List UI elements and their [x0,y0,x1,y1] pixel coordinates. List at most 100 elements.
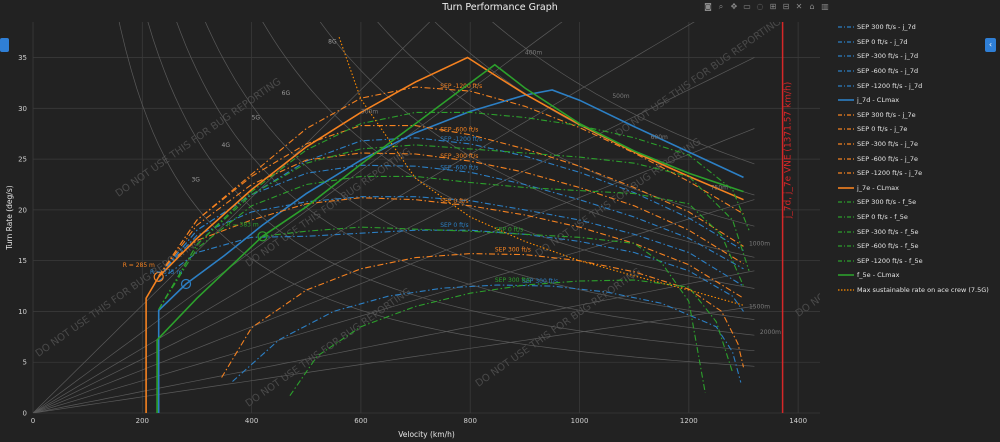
series-line [158,125,744,277]
x-axis-label: Velocity (km/h) [398,430,455,439]
marker-label: R = 375 m [150,269,182,276]
series-inline-label: SEP -1200 ft/s [440,136,482,143]
y-tick-label: 5 [23,359,27,367]
x-tick-label: 1200 [680,417,698,425]
series-line [289,279,734,397]
y-tick-label: 20 [18,206,27,214]
legend-item[interactable]: j_7d - CLmax [838,93,998,108]
legend-item[interactable]: SEP -300 ft/s - j_7d [838,49,998,64]
zoom-in-icon[interactable]: ⊞ [769,2,777,11]
series-inline-label: SEP 0 ft/s [495,226,523,233]
legend-label: SEP 0 ft/s - j_7d [857,37,908,46]
x-tick-label: 1400 [789,417,807,425]
legend-swatch [838,143,854,145]
x-tick-label: 600 [354,417,367,425]
x-tick-label: 400 [245,417,258,425]
series-inline-label: SEP 300 ft/s [522,278,558,285]
legend-item[interactable]: SEP -600 ft/s - j_7d [838,64,998,79]
box-select-icon[interactable]: ▭ [743,2,751,11]
y-tick-label: 35 [18,54,27,62]
legend-swatch [838,128,854,131]
series-line [158,196,744,287]
plotly-logo-icon[interactable]: ▥ [821,2,829,11]
series-line [145,56,744,413]
series-line [158,175,745,310]
series-line [158,86,744,277]
constant-g-line [492,22,755,165]
legend-item[interactable]: SEP -1200 ft/s - f_5e [838,254,998,269]
constant-radius-line [33,270,755,413]
legend-item[interactable]: SEP -600 ft/s - j_7e [838,151,998,166]
legend-swatch [838,99,854,102]
legend-swatch [838,114,854,116]
marker-label: R = 383 m [227,221,259,228]
constant-radius-line [33,199,755,413]
legend-label: SEP -600 ft/s - j_7d [857,67,919,76]
constant-radius-line [33,22,695,413]
lasso-icon[interactable]: ◌ [756,2,764,11]
legend-swatch [838,289,854,291]
autoscale-icon[interactable]: ✕ [795,2,803,11]
legend-item[interactable]: SEP -1200 ft/s - j_7e [838,166,998,181]
series-line [338,37,744,306]
x-tick-label: 0 [31,417,35,425]
zoom-out-icon[interactable]: ⊟ [782,2,790,11]
series-inline-label: SEP 0 ft/s [440,222,468,229]
legend-swatch [838,274,854,277]
legend-swatch [838,70,854,72]
series-line [158,144,750,310]
legend-item[interactable]: f_5e - CLmax [838,268,998,283]
legend-item[interactable]: SEP 0 ft/s - j_7e [838,122,998,137]
legend-label: SEP -600 ft/s - f_5e [857,242,919,251]
legend-label: SEP 0 ft/s - f_5e [857,213,908,222]
g-label: 6G [282,90,291,97]
legend-item[interactable]: SEP -600 ft/s - f_5e [838,239,998,254]
series-line [177,197,744,299]
legend-swatch [838,55,854,58]
corner-speed-marker [257,231,268,242]
radius-label: 1000m [749,240,770,247]
legend-item[interactable]: SEP 300 ft/s - j_7d [838,20,998,35]
legend-label: SEP 300 ft/s - j_7d [857,23,916,32]
legend-item[interactable]: Max sustainable rate on ace crew (7.5G) [838,283,998,298]
legend-item[interactable]: SEP 0 ft/s - f_5e [838,210,998,225]
left-panel-tab[interactable] [0,38,9,52]
legend-label: j_7d - CLmax [857,96,900,105]
g-label: 5G [252,114,261,121]
legend-swatch [838,26,854,28]
camera-icon[interactable]: ◙ [704,2,712,11]
y-tick-label: 25 [18,156,27,164]
zoom-icon[interactable]: ⌕ [718,2,724,11]
legend-item[interactable]: SEP -1200 ft/s - j_7d [838,78,998,93]
legend-swatch [838,201,854,204]
constant-g-line [176,22,755,336]
constant-g-line [262,22,755,289]
legend-item[interactable]: SEP 300 ft/s - j_7e [838,108,998,123]
series-inline-label: SEP -1200 ft/s [440,83,482,90]
series-line [221,253,745,378]
marker-label: R = 285 m [123,262,155,269]
legend-item[interactable]: SEP -300 ft/s - j_7e [838,137,998,152]
legend-toggle-button[interactable]: ‹ [985,38,996,52]
radius-label: 500m [612,93,629,100]
legend-label: f_5e - CLmax [857,271,900,280]
pan-icon[interactable]: ✥ [730,2,738,11]
y-tick-label: 30 [18,105,27,113]
legend-swatch [838,231,854,233]
g-label: 3G [191,176,200,183]
legend-item[interactable]: SEP -300 ft/s - f_5e [838,224,998,239]
reset-axes-icon[interactable]: ⌂ [809,2,815,11]
legend-item[interactable]: j_7e - CLmax [838,181,998,196]
radius-label: 750m [711,185,728,192]
legend-label: SEP 300 ft/s - j_7e [857,110,916,119]
series-line [262,226,706,393]
x-tick-label: 800 [464,417,477,425]
legend-item[interactable]: SEP 0 ft/s - j_7d [838,35,998,50]
legend-swatch [838,260,854,262]
legend-item[interactable]: SEP 300 ft/s - f_5e [838,195,998,210]
x-tick-label: 200 [136,417,149,425]
series-inline-label: SEP -600 ft/s [440,164,478,171]
constant-radius-line [33,57,755,413]
x-tick-label: 1000 [571,417,589,425]
legend-label: SEP -1200 ft/s - j_7d [857,81,923,90]
